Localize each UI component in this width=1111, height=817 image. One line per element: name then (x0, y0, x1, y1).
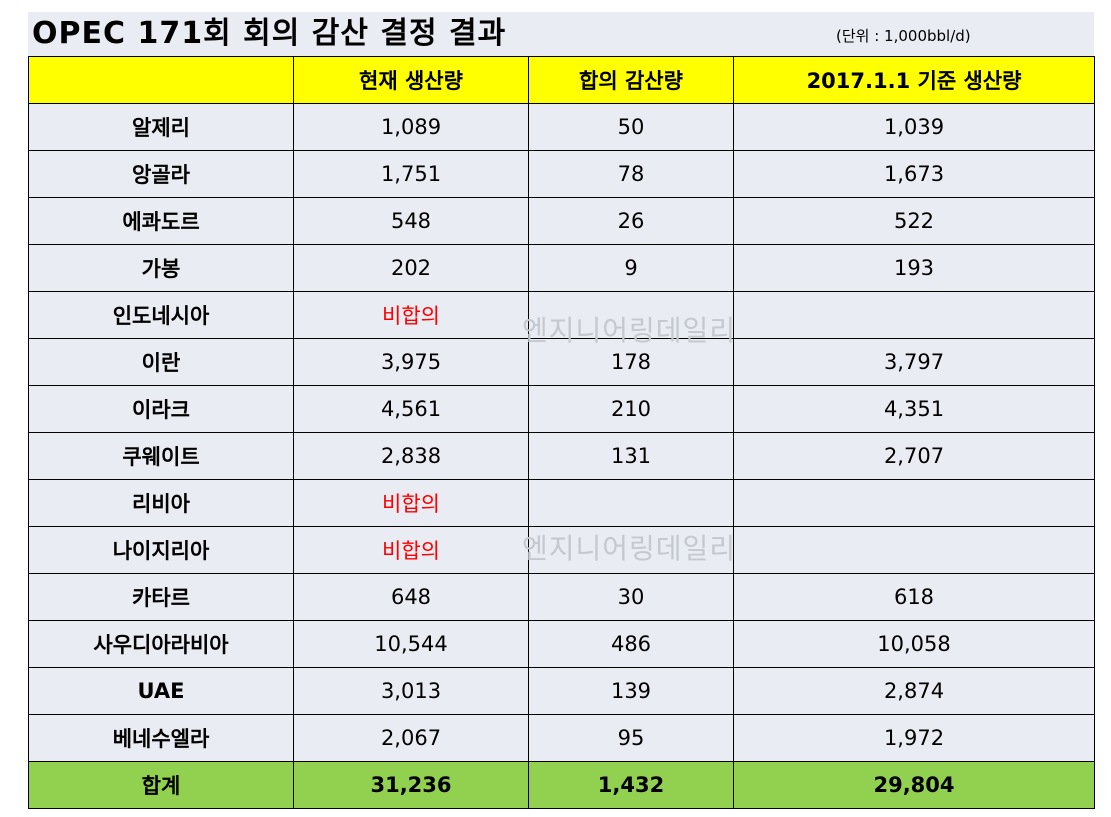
non-agreement-cell: 비합의 (293, 291, 529, 339)
total-row: 합계 31,236 1,432 29,804 (28, 761, 1095, 809)
table-row: 앙골라 1,751 78 1,673 (28, 150, 1095, 198)
header-cell-cut: 합의 감산량 (528, 56, 734, 104)
table-row: 베네수엘라 2,067 95 1,972 (28, 714, 1095, 762)
country-cell: 에콰도르 (28, 197, 294, 245)
table-row: 리비아 비합의 (28, 479, 1095, 527)
target-cell: 4,351 (733, 385, 1095, 433)
total-target: 29,804 (733, 761, 1095, 809)
country-cell: 가봉 (28, 244, 294, 292)
current-cell: 3,975 (293, 338, 529, 386)
table-row: 이라크 4,561 210 4,351 (28, 385, 1095, 433)
country-cell: 리비아 (28, 479, 294, 527)
current-cell: 2,838 (293, 432, 529, 480)
target-cell: 522 (733, 197, 1095, 245)
total-label: 합계 (28, 761, 294, 809)
cut-cell: 9 (528, 244, 734, 292)
cut-cell (528, 526, 734, 574)
target-cell: 193 (733, 244, 1095, 292)
cut-cell: 95 (528, 714, 734, 762)
cut-cell: 210 (528, 385, 734, 433)
cut-cell (528, 291, 734, 339)
target-cell: 1,673 (733, 150, 1095, 198)
current-cell: 202 (293, 244, 529, 292)
header-cell-target: 2017.1.1 기준 생산량 (733, 56, 1095, 104)
cut-cell: 78 (528, 150, 734, 198)
table-row: 알제리 1,089 50 1,039 (28, 103, 1095, 151)
current-cell: 10,544 (293, 620, 529, 668)
unit-label: (단위 : 1,000bbl/d) (836, 27, 971, 45)
target-cell: 1,039 (733, 103, 1095, 151)
target-cell (733, 479, 1095, 527)
country-cell: 알제리 (28, 103, 294, 151)
title-bar: OPEC 171회 회의 감산 결정 결과 (단위 : 1,000bbl/d) (28, 12, 1094, 56)
current-cell: 2,067 (293, 714, 529, 762)
country-cell: 이라크 (28, 385, 294, 433)
non-agreement-cell: 비합의 (293, 526, 529, 574)
current-cell: 1,089 (293, 103, 529, 151)
cut-cell: 139 (528, 667, 734, 715)
current-cell: 1,751 (293, 150, 529, 198)
target-cell: 1,972 (733, 714, 1095, 762)
current-cell: 4,561 (293, 385, 529, 433)
target-cell: 618 (733, 573, 1095, 621)
table-row: 인도네시아 비합의 (28, 291, 1095, 339)
country-cell: 인도네시아 (28, 291, 294, 339)
cut-cell: 30 (528, 573, 734, 621)
non-agreement-cell: 비합의 (293, 479, 529, 527)
cut-cell: 26 (528, 197, 734, 245)
cut-cell: 50 (528, 103, 734, 151)
target-cell: 3,797 (733, 338, 1095, 386)
cut-cell: 131 (528, 432, 734, 480)
total-current: 31,236 (293, 761, 529, 809)
target-cell (733, 526, 1095, 574)
country-cell: 이란 (28, 338, 294, 386)
current-cell: 548 (293, 197, 529, 245)
cut-cell (528, 479, 734, 527)
page-title: OPEC 171회 회의 감산 결정 결과 (32, 16, 507, 51)
country-cell: 베네수엘라 (28, 714, 294, 762)
target-cell: 2,707 (733, 432, 1095, 480)
opec-cut-table: 현재 생산량 합의 감산량 2017.1.1 기준 생산량 알제리 1,089 … (28, 56, 1095, 809)
target-cell: 10,058 (733, 620, 1095, 668)
country-cell: 카타르 (28, 573, 294, 621)
table-row: 나이지리아 비합의 (28, 526, 1095, 574)
country-cell: 쿠웨이트 (28, 432, 294, 480)
target-cell: 2,874 (733, 667, 1095, 715)
table-row: 이란 3,975 178 3,797 (28, 338, 1095, 386)
table-row: UAE 3,013 139 2,874 (28, 667, 1095, 715)
header-cell-current: 현재 생산량 (293, 56, 529, 104)
country-cell: UAE (28, 667, 294, 715)
country-cell: 사우디아라비아 (28, 620, 294, 668)
table-row: 에콰도르 548 26 522 (28, 197, 1095, 245)
country-cell: 나이지리아 (28, 526, 294, 574)
table-header-row: 현재 생산량 합의 감산량 2017.1.1 기준 생산량 (28, 56, 1095, 104)
total-cut: 1,432 (528, 761, 734, 809)
current-cell: 3,013 (293, 667, 529, 715)
cut-cell: 178 (528, 338, 734, 386)
table-row: 쿠웨이트 2,838 131 2,707 (28, 432, 1095, 480)
target-cell (733, 291, 1095, 339)
country-cell: 앙골라 (28, 150, 294, 198)
table-row: 사우디아라비아 10,544 486 10,058 (28, 620, 1095, 668)
header-cell-country (28, 56, 294, 104)
cut-cell: 486 (528, 620, 734, 668)
current-cell: 648 (293, 573, 529, 621)
table-row: 가봉 202 9 193 (28, 244, 1095, 292)
table-row: 카타르 648 30 618 (28, 573, 1095, 621)
